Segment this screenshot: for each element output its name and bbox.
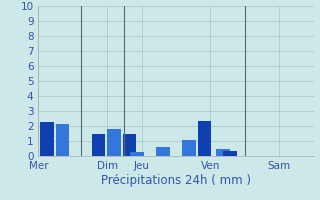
Bar — [216, 149, 230, 156]
X-axis label: Précipitations 24h ( mm ): Précipitations 24h ( mm ) — [101, 174, 251, 187]
Bar — [156, 147, 170, 156]
Bar — [40, 121, 54, 156]
Bar — [123, 134, 136, 156]
Bar — [197, 121, 211, 156]
Bar — [223, 151, 237, 156]
Bar — [182, 140, 196, 156]
Bar — [92, 134, 106, 156]
Bar — [107, 129, 121, 156]
Bar — [131, 152, 144, 156]
Bar — [56, 124, 69, 156]
